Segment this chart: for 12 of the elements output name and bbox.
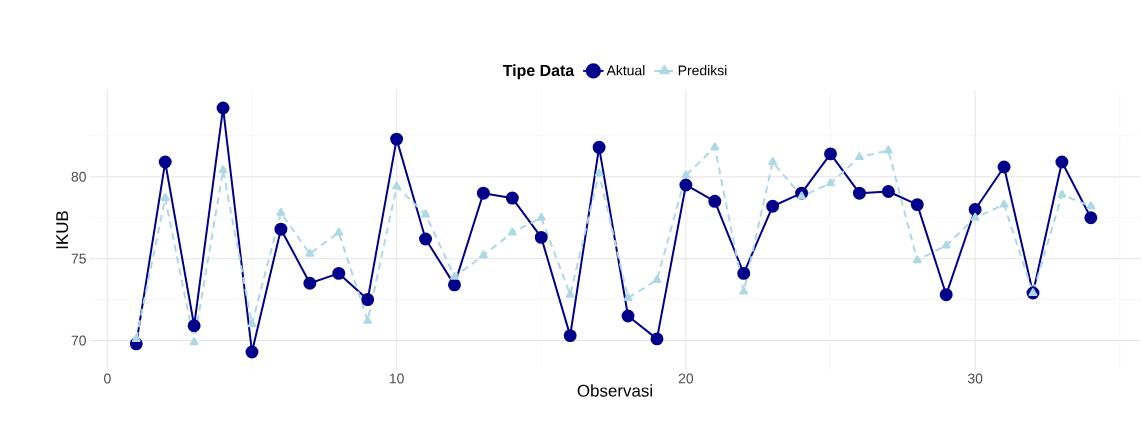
y-axis-title: IKUB (56, 211, 69, 249)
legend-title: Tipe Data (502, 64, 575, 80)
x-tick-label: 30 (967, 373, 983, 384)
legend-label: Aktual (606, 65, 645, 76)
x-tick-label: 0 (104, 373, 111, 384)
legend-label: Prediksi (678, 65, 727, 76)
y-tick-label: 70 (71, 335, 86, 346)
y-tick-label: 75 (71, 253, 86, 264)
y-tick-label: 80 (71, 171, 86, 182)
x-axis-title: Observasi (577, 384, 652, 397)
x-tick-label: 10 (389, 373, 404, 384)
x-tick-label: 20 (678, 373, 694, 384)
